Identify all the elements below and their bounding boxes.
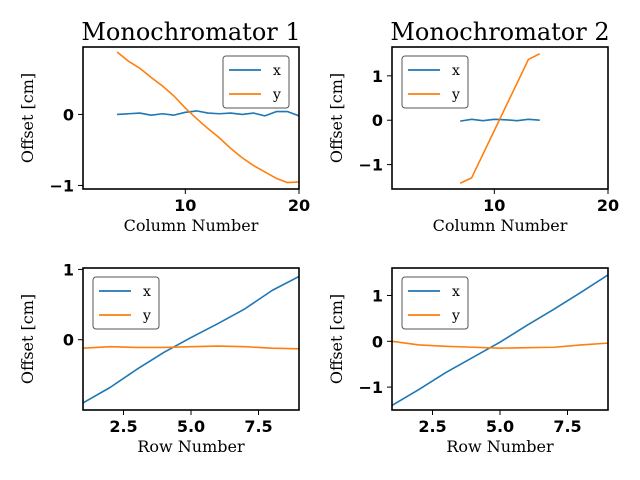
x-tick-label: 7.5 bbox=[244, 417, 272, 436]
axes-frame bbox=[82, 46, 300, 190]
axes-frame bbox=[391, 46, 609, 190]
legend: xy bbox=[92, 276, 160, 330]
legend-box bbox=[222, 55, 290, 109]
x-axis-label: Column Number bbox=[124, 216, 259, 235]
legend-label-y: y bbox=[451, 87, 460, 103]
x-tick-label: 2.5 bbox=[418, 417, 446, 436]
series-line-x bbox=[117, 110, 299, 117]
legend-label-y: y bbox=[142, 308, 151, 324]
series-line-x bbox=[392, 274, 608, 407]
y-tick-label: −1 bbox=[358, 378, 383, 397]
x-tick-label: 10 bbox=[483, 196, 505, 215]
y-tick-label: 1 bbox=[372, 67, 383, 86]
series-line-x bbox=[83, 275, 299, 404]
y-tick-label: 0 bbox=[63, 105, 74, 124]
y-axis-label: Offset [cm] bbox=[327, 294, 346, 384]
legend-box bbox=[92, 276, 160, 330]
chart-title: Monochromator 1 bbox=[81, 18, 300, 46]
y-tick-label: −1 bbox=[49, 176, 74, 195]
chart-title: Monochromator 2 bbox=[390, 18, 609, 46]
chart-monochromator-2-row: 2.5 5.0 7.5 −1 0 1 Row Number Offset [cm] xy bbox=[327, 267, 609, 456]
legend-label-x: x bbox=[452, 284, 460, 300]
legend-label-x: x bbox=[273, 63, 281, 79]
legend-label-x: x bbox=[143, 284, 151, 300]
x-tick-label: 5.0 bbox=[486, 417, 514, 436]
series-line-y bbox=[392, 340, 608, 349]
series-line-y bbox=[116, 51, 299, 184]
legend: xy bbox=[401, 55, 469, 109]
legend: xy bbox=[401, 276, 469, 330]
y-axis-label: Offset [cm] bbox=[18, 73, 37, 163]
x-tick-label: 2.5 bbox=[109, 417, 137, 436]
x-axis-label: Row Number bbox=[446, 437, 554, 456]
y-tick-label: 0 bbox=[372, 111, 383, 130]
y-axis-label: Offset [cm] bbox=[327, 73, 346, 163]
chart-monochromator-2-column: 10 20 −1 0 1 Monochromator 2 Column Number Offs… bbox=[327, 18, 619, 235]
chart-monochromator-1-column: 10 20 −1 0 Monochromator 1 Column Number Offse… bbox=[18, 18, 310, 235]
y-tick-label: 0 bbox=[372, 332, 383, 351]
legend-label-y: y bbox=[272, 87, 281, 103]
x-axis-label: Column Number bbox=[433, 216, 568, 235]
chart-monochromator-1-row: 2.5 5.0 7.5 0 1 Row Number Offset [cm] xy bbox=[18, 260, 300, 456]
y-tick-label: −1 bbox=[358, 156, 383, 175]
legend-label-y: y bbox=[451, 308, 460, 324]
y-tick-label: 0 bbox=[63, 331, 74, 350]
x-tick-label: 10 bbox=[174, 196, 196, 215]
y-axis-label: Offset [cm] bbox=[18, 294, 37, 384]
y-tick-label: 1 bbox=[63, 260, 74, 279]
series-line-y bbox=[459, 52, 541, 184]
series-line-y bbox=[83, 345, 299, 350]
y-tick-label: 1 bbox=[372, 286, 383, 305]
legend: xy bbox=[222, 55, 290, 109]
x-tick-label: 20 bbox=[597, 196, 619, 215]
x-tick-label: 5.0 bbox=[177, 417, 205, 436]
legend-box bbox=[401, 276, 469, 330]
x-axis-label: Row Number bbox=[137, 437, 245, 456]
legend-label-x: x bbox=[452, 63, 460, 79]
x-tick-label: 7.5 bbox=[553, 417, 581, 436]
x-tick-label: 20 bbox=[288, 196, 310, 215]
legend-box bbox=[401, 55, 469, 109]
